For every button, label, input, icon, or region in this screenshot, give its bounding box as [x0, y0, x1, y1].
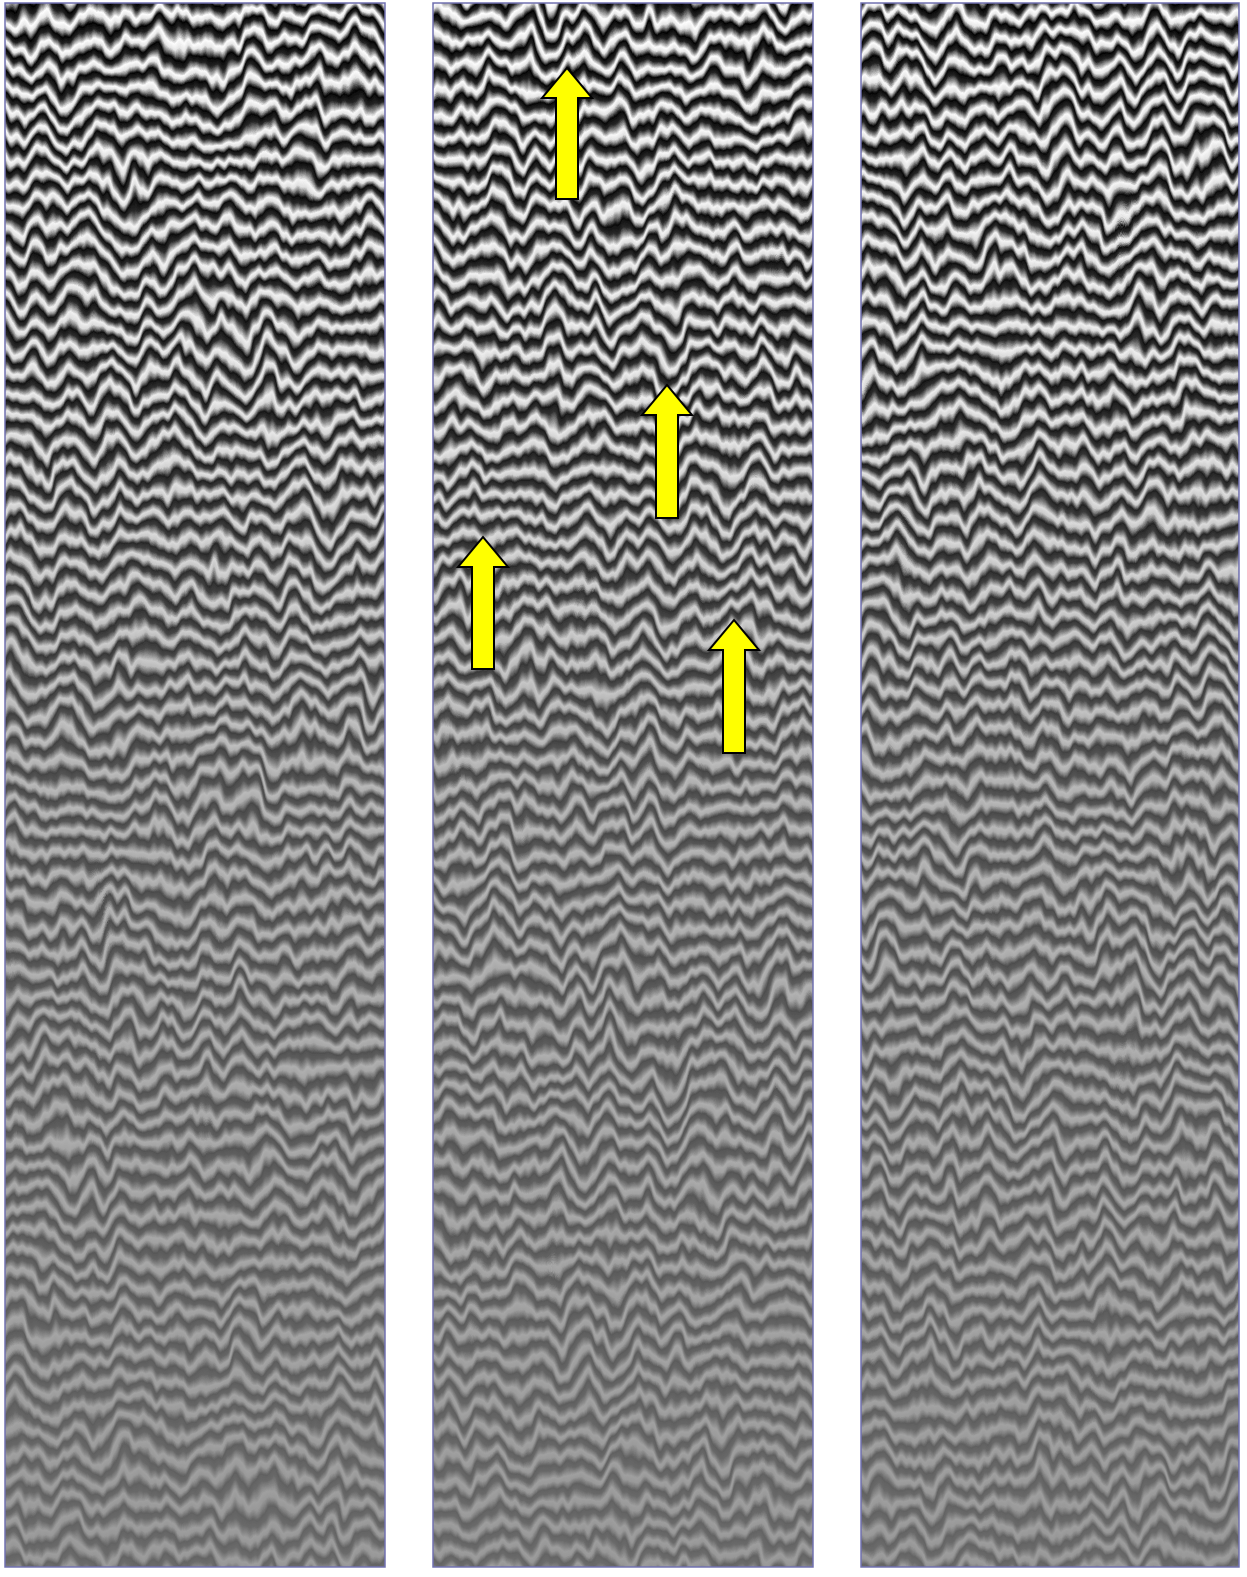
seismic-panel: [811, 0, 1247, 1577]
seismic-panel: [0, 0, 435, 1577]
seismic-panel: [383, 0, 863, 1577]
amplitude-fade: [433, 3, 813, 1567]
amplitude-fade: [5, 3, 385, 1567]
amplitude-fade: [861, 3, 1239, 1567]
